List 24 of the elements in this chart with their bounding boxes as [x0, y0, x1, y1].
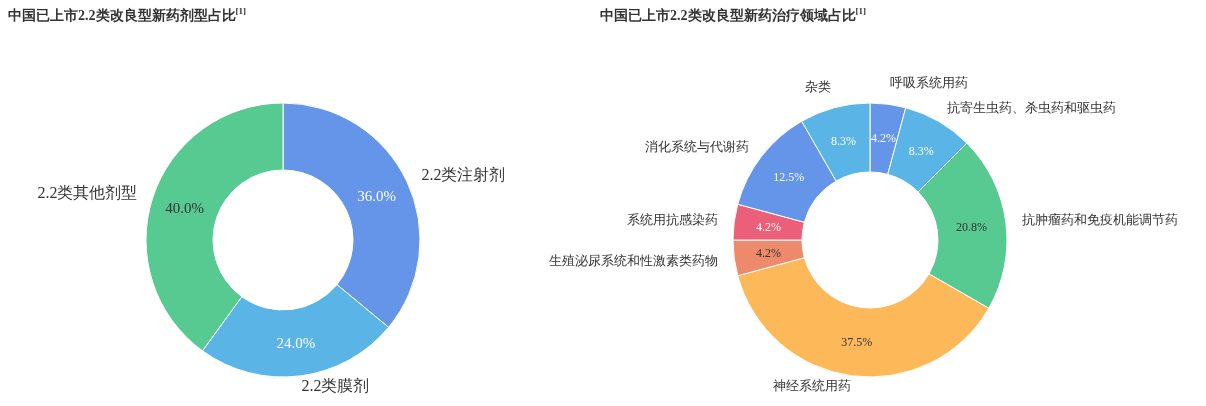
chart-title: 中国已上市2.2类改良型新药剂型占比$^{[1]}$ [8, 6, 246, 25]
slice-label: 神经系统用药 [773, 378, 852, 394]
data-label: 4.2% [755, 246, 781, 261]
data-label: 24.0% [276, 334, 316, 351]
data-label: 4.2% [755, 219, 781, 234]
data-label: 37.5% [841, 334, 873, 349]
slice-label: 抗肿瘤药和免疫机能调节药 [1021, 212, 1178, 228]
slice-label: 消化系统与代谢药 [644, 139, 749, 155]
slice-label: 系统用抗感染药 [627, 212, 719, 228]
data-label: 4.2% [870, 131, 896, 146]
slice-label: 杂类 [804, 78, 831, 94]
chart-title: 中国已上市2.2类改良型新药治疗领域占比$^{[1]}$ [600, 6, 866, 25]
slice-label: 抗寄生虫药、杀虫药和驱虫药 [946, 100, 1116, 116]
data-label: 20.8% [956, 219, 988, 234]
slice-label: 2.2类膜剂 [301, 377, 370, 395]
slice-label: 生殖泌尿系统和性激素类药物 [549, 252, 719, 268]
data-label: 40.0% [165, 200, 204, 217]
slice-label: 2.2类其他剂型 [37, 184, 138, 202]
slice-label: 2.2类注射剂 [421, 166, 506, 184]
data-label: 12.5% [773, 170, 805, 185]
data-label: 36.0% [357, 187, 397, 204]
data-label: 8.3% [831, 133, 857, 148]
data-label: 8.3% [908, 144, 934, 159]
slice-label: 呼吸系统用药 [890, 74, 969, 90]
